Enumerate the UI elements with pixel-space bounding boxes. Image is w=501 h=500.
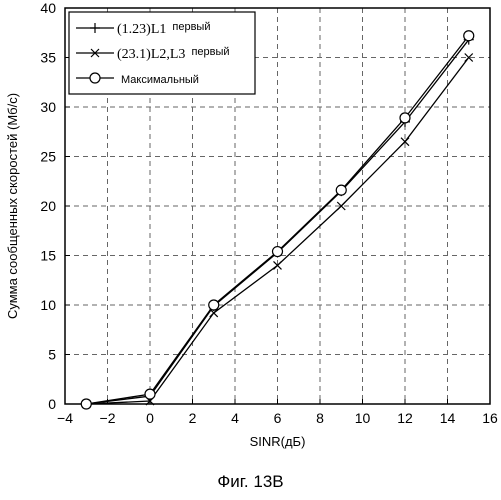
y-tick-label: 40 bbox=[40, 0, 56, 16]
y-tick-label: 15 bbox=[40, 248, 56, 264]
x-tick-label: 4 bbox=[231, 410, 239, 426]
y-axis-label: Сумма сообщенных скоростей (Мб/с) bbox=[5, 93, 20, 319]
x-axis-label: SINR(дБ) bbox=[250, 434, 306, 449]
circle-marker bbox=[336, 185, 346, 195]
y-tick-label: 20 bbox=[40, 198, 56, 214]
legend-label-suffix: первый bbox=[191, 46, 229, 58]
y-tick-label: 25 bbox=[40, 149, 56, 165]
x-tick-label: −2 bbox=[100, 410, 116, 426]
legend-label: Максимальный bbox=[121, 74, 199, 86]
circle-marker bbox=[464, 31, 474, 41]
x-tick-label: −4 bbox=[57, 410, 73, 426]
x-tick-label: 8 bbox=[316, 410, 324, 426]
circle-marker bbox=[209, 300, 219, 310]
circle-marker bbox=[400, 113, 410, 123]
circle-marker bbox=[90, 73, 100, 83]
chart: −4 −2 0 2 4 6 8 10 12 14 16 0 5 10 15 20 25 30 35 40 (1.23)… bbox=[0, 0, 501, 470]
x-tick-label: 16 bbox=[482, 410, 498, 426]
circle-marker bbox=[273, 247, 283, 257]
figure-caption: Фиг. 13В bbox=[0, 472, 501, 492]
legend: (1.23)L1 первый (23.1)L2,L3 первый Максималь… bbox=[69, 12, 255, 94]
legend-label: (23.1)L2,L3 bbox=[117, 47, 185, 62]
x-tick-label: 2 bbox=[189, 410, 197, 426]
x-tick-label: 10 bbox=[355, 410, 371, 426]
y-tick-label: 30 bbox=[40, 99, 56, 115]
x-tick-label: 0 bbox=[146, 410, 154, 426]
legend-label: (1.23)L1 bbox=[117, 22, 166, 37]
circle-marker bbox=[145, 389, 155, 399]
x-tick-label: 6 bbox=[274, 410, 282, 426]
y-tick-label: 10 bbox=[40, 297, 56, 313]
x-tick-label: 12 bbox=[397, 410, 413, 426]
x-tick-label: 14 bbox=[440, 410, 456, 426]
legend-label-suffix: первый bbox=[172, 21, 210, 33]
y-tick-label: 5 bbox=[48, 347, 56, 363]
y-tick-label: 0 bbox=[48, 396, 56, 412]
y-tick-label: 35 bbox=[40, 50, 56, 66]
circle-marker bbox=[81, 399, 91, 409]
